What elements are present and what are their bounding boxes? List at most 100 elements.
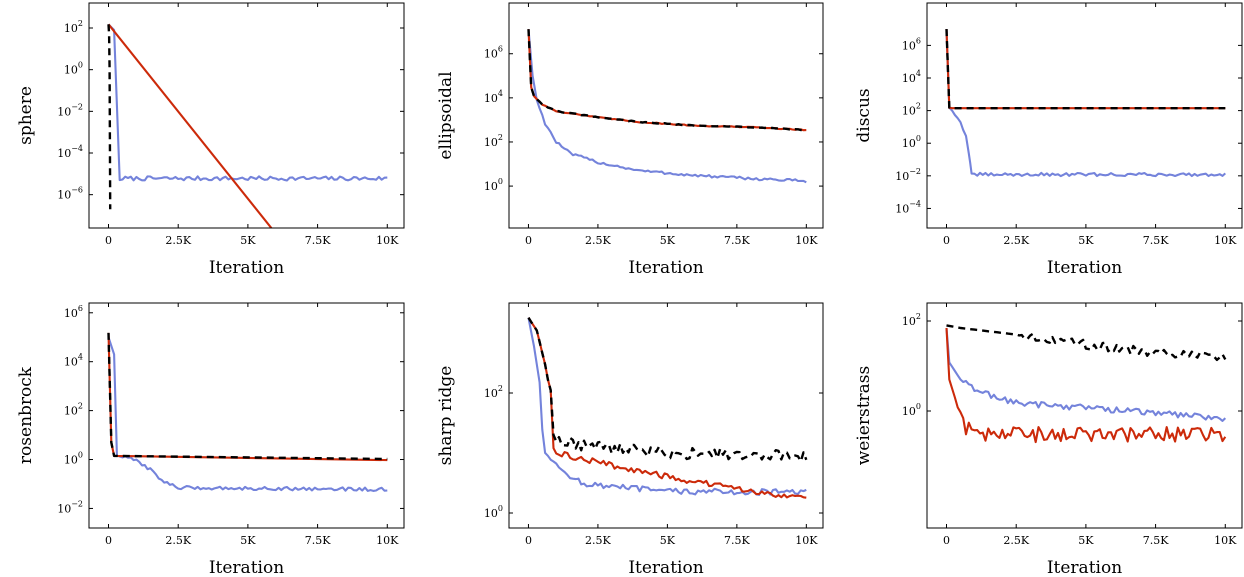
- series-line-black: [527, 317, 808, 463]
- series-line-black: [946, 324, 1227, 362]
- y-tick-label: 10−6: [57, 186, 83, 202]
- y-axis-label: weierstrass: [854, 366, 874, 466]
- y-tick-label: 100: [902, 402, 921, 418]
- subplot-5: 0 2.5K 5K 7.5K 10K 102 100 Iteration weierstrass: [854, 302, 1243, 577]
- x-tick-label: 7.5K: [724, 534, 750, 547]
- series-group: [107, 23, 388, 228]
- y-tick-label: 102: [484, 133, 503, 149]
- x-tick-label: 10K: [795, 234, 818, 247]
- x-tick-label: 5K: [660, 534, 676, 547]
- y-tick-label: 102: [64, 19, 83, 35]
- x-tick-label: 7.5K: [305, 234, 331, 247]
- y-tick-label: 10−2: [57, 102, 83, 118]
- y-tick-label: 10−2: [895, 167, 921, 183]
- series-line-red: [527, 317, 807, 499]
- y-tick-label: 102: [484, 384, 503, 400]
- plot-frame: [926, 2, 1243, 229]
- y-tick-label: 106: [64, 304, 83, 320]
- x-tick-label: 7.5K: [1143, 234, 1169, 247]
- plot-frame: [508, 302, 824, 529]
- y-axis-label: sharp ridge: [436, 366, 456, 466]
- x-tick-label: 0: [943, 534, 950, 547]
- series-line-blue: [527, 29, 807, 184]
- x-tick-label: 5K: [1078, 234, 1094, 247]
- y-tick-label: 10−4: [57, 144, 83, 160]
- y-tick-label: 104: [484, 89, 503, 105]
- subplot-4: 0 2.5K 5K 7.5K 10K 102 100 Iteration sharp ridge: [436, 302, 824, 577]
- x-tick-label: 5K: [240, 534, 256, 547]
- y-tick-label: 10−2: [57, 499, 83, 515]
- x-tick-label: 10K: [376, 234, 399, 247]
- x-tick-label: 0: [943, 234, 950, 247]
- series-group: [945, 324, 1227, 444]
- x-axis-label: Iteration: [628, 558, 703, 577]
- y-axis-label: sphere: [16, 86, 36, 145]
- y-tick-label: 106: [484, 45, 503, 61]
- series-line-red: [527, 29, 807, 132]
- x-tick-label: 7.5K: [305, 534, 331, 547]
- x-axis-label: Iteration: [1047, 258, 1122, 278]
- x-axis-label: Iteration: [209, 558, 284, 577]
- y-tick-label: 10−4: [895, 199, 921, 215]
- x-tick-label: 0: [525, 234, 532, 247]
- x-tick-label: 0: [105, 234, 112, 247]
- series-line-black: [107, 24, 112, 210]
- series-line-red: [945, 29, 1226, 110]
- plot-frame: [508, 2, 824, 229]
- y-tick-label: 102: [64, 402, 83, 418]
- subplot-0: 0 2.5K 5K 7.5K 10K 102 100 10−2 10−4 10−6 Iteratio…: [16, 2, 405, 278]
- y-tick-label: 106: [902, 36, 921, 52]
- series-line-blue: [527, 317, 807, 496]
- x-tick-label: 2.5K: [585, 534, 611, 547]
- y-tick-label: 100: [484, 504, 503, 520]
- y-tick-label: 102: [902, 312, 921, 328]
- x-tick-label: 5K: [240, 234, 256, 247]
- x-tick-label: 10K: [1214, 234, 1237, 247]
- series-line-blue: [107, 336, 388, 492]
- plot-frame: [88, 2, 405, 229]
- x-tick-label: 0: [105, 534, 112, 547]
- y-axis-label: rosenbrock: [16, 366, 36, 464]
- series-line-black: [945, 29, 1226, 110]
- y-tick-label: 100: [484, 177, 503, 193]
- plot-frame: [88, 302, 405, 529]
- x-axis-label: Iteration: [628, 258, 703, 278]
- subplot-2: 0 2.5K 5K 7.5K 10K 106 104 102 100 10−2 10−4 Iterat…: [854, 2, 1243, 278]
- y-axis-label: ellipsoidal: [436, 71, 456, 159]
- series-group: [945, 29, 1226, 178]
- x-tick-label: 10K: [1214, 534, 1237, 547]
- series-line-blue: [945, 327, 1227, 422]
- y-tick-label: 100: [64, 451, 83, 467]
- series-line-blue: [945, 29, 1226, 178]
- x-tick-label: 0: [525, 534, 532, 547]
- x-tick-label: 5K: [660, 234, 676, 247]
- x-tick-label: 10K: [795, 534, 818, 547]
- x-tick-label: 10K: [376, 534, 399, 547]
- subplot-1: 0 2.5K 5K 7.5K 10K 106 104 102 100 Iteration ellip…: [436, 2, 824, 278]
- series-line-red: [107, 332, 388, 462]
- y-tick-label: 100: [64, 61, 83, 77]
- series-line-red: [945, 327, 1227, 444]
- subplot-3: 0 2.5K 5K 7.5K 10K 106 104 102 100 10−2 Iteration r…: [16, 302, 405, 577]
- y-tick-label: 104: [64, 353, 83, 369]
- x-tick-label: 7.5K: [1143, 534, 1169, 547]
- x-tick-label: 2.5K: [165, 234, 191, 247]
- series-line-blue: [107, 23, 388, 182]
- series-line-red: [107, 23, 273, 228]
- y-tick-label: 100: [902, 134, 921, 150]
- x-tick-label: 2.5K: [1003, 234, 1029, 247]
- x-tick-label: 2.5K: [1003, 534, 1029, 547]
- x-tick-label: 7.5K: [724, 234, 750, 247]
- series-line-black: [527, 29, 807, 132]
- x-tick-label: 5K: [1078, 534, 1094, 547]
- x-axis-label: Iteration: [1047, 558, 1122, 577]
- series-group: [107, 332, 388, 492]
- x-axis-label: Iteration: [209, 258, 284, 278]
- x-tick-label: 2.5K: [165, 534, 191, 547]
- y-tick-label: 102: [902, 102, 921, 118]
- x-tick-label: 2.5K: [585, 234, 611, 247]
- series-group: [527, 317, 808, 499]
- plot-frame: [926, 302, 1243, 529]
- series-group: [527, 29, 807, 184]
